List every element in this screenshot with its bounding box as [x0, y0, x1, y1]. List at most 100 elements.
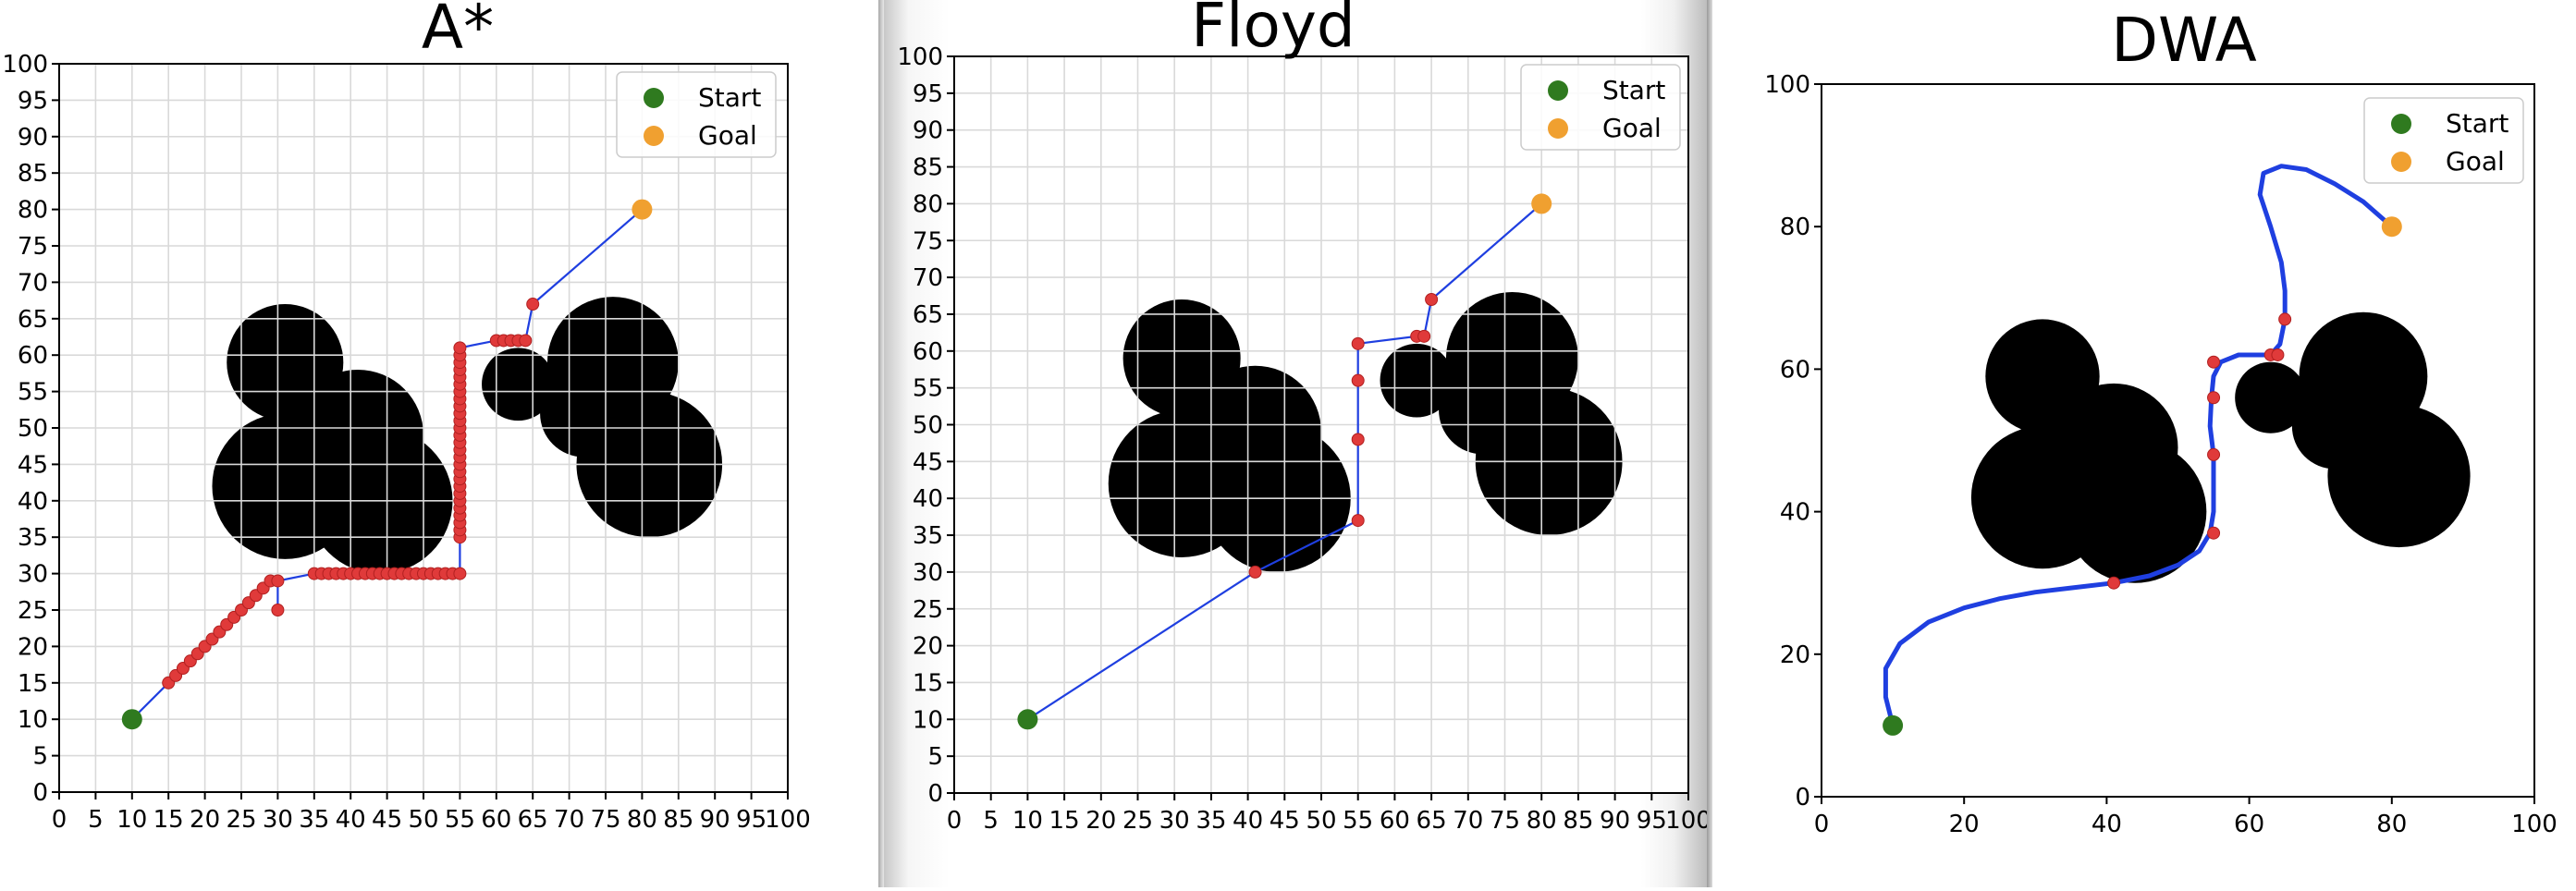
y-tick-label: 35 — [913, 522, 943, 550]
x-tick-label: 60 — [1380, 807, 1410, 835]
legend-start-marker — [2391, 114, 2411, 134]
waypoint-marker — [2207, 391, 2221, 405]
start-marker — [1883, 714, 1904, 736]
x-tick-label: 90 — [1600, 807, 1630, 835]
dwa-panel: 0 20 40 60 80 100 0 20 40 60 80 100 DWA Start Goal — [1712, 0, 2576, 887]
x-tick-label: 85 — [1563, 807, 1593, 835]
y-tick-label: 55 — [913, 375, 943, 403]
legend-label: Goal — [1602, 113, 1662, 143]
x-tick-label: 100 — [765, 806, 811, 834]
left-divider — [878, 0, 884, 887]
y-tick-label: 85 — [913, 154, 943, 182]
y-tick-label: 75 — [913, 227, 943, 255]
y-tick-label: 40 — [913, 485, 943, 513]
y-tick-label: 100 — [2, 51, 48, 79]
goal-marker — [1531, 193, 1552, 214]
y-tick-label: 80 — [18, 197, 48, 225]
y-tick-label: 15 — [913, 669, 943, 697]
legend-start-marker — [644, 88, 664, 108]
y-tick-label: 25 — [18, 597, 48, 625]
x-tick-label: 70 — [554, 806, 584, 834]
x-tick-label: 25 — [226, 806, 256, 834]
x-tick-label: 15 — [153, 806, 184, 834]
legend-goal-marker — [1548, 118, 1568, 139]
y-tick-label: 70 — [18, 269, 48, 297]
obstacle-circle — [482, 348, 555, 421]
y-tick-label: 85 — [18, 160, 48, 188]
astar-chart: 0 5 10 15 20 25 30 35 40 45 50 55 60 65 70 75 80 85 90 9510… — [2, 0, 811, 834]
x-tick-label: 0 — [947, 807, 963, 835]
y-tick-label: 65 — [913, 301, 943, 329]
legend-label: Start — [698, 82, 761, 113]
y-tick-label: 30 — [18, 561, 48, 589]
x-tick-label: 15 — [1049, 807, 1080, 835]
waypoint-marker — [453, 341, 467, 355]
right-divider — [1707, 0, 1712, 887]
x-tick-label: 30 — [263, 806, 293, 834]
x-tick-label: 60 — [2234, 811, 2264, 838]
dwa-chart: 0 20 40 60 80 100 0 20 40 60 80 100 DWA Start Goal — [1764, 5, 2557, 838]
x-tick-label: 30 — [1159, 807, 1190, 835]
y-tick-label: 40 — [1780, 499, 1810, 527]
waypoint-marker — [526, 298, 540, 311]
y-tick-label: 5 — [927, 743, 943, 771]
y-tick-label: 0 — [927, 780, 943, 808]
waypoint-marker — [2278, 312, 2292, 326]
x-tick-label: 0 — [52, 806, 67, 834]
y-tick-label: 95 — [18, 87, 48, 115]
obstacle-circle — [2327, 404, 2471, 548]
waypoint-marker — [1351, 514, 1365, 528]
y-tick-label: 95 — [913, 80, 943, 108]
astar-panel: 0 5 10 15 20 25 30 35 40 45 50 55 60 65 70 75 80 85 90 95 10… — [0, 0, 878, 887]
y-tick-label: 100 — [1764, 71, 1810, 99]
goal-marker — [632, 199, 653, 220]
x-tick-label: 40 — [1233, 807, 1263, 835]
y-tick-label: 35 — [18, 524, 48, 552]
waypoint-marker — [1425, 293, 1439, 307]
y-tick-label: 25 — [913, 596, 943, 624]
x-tick-label: 45 — [372, 806, 402, 834]
y-tick-label: 70 — [913, 264, 943, 292]
waypoint-marker — [519, 334, 533, 348]
y-tick-label: 20 — [1780, 641, 1810, 669]
y-tick-label: 10 — [18, 706, 48, 734]
floyd-panel: 0 5 10 15 20 25 30 35 40 45 50 55 60 65 70 75 80 85 90 95 10… — [884, 0, 1711, 887]
x-tick-label: 5 — [88, 806, 104, 834]
x-tick-label: 55 — [1343, 807, 1373, 835]
x-tick-label: 80 — [1527, 807, 1557, 835]
legend-label: Goal — [2446, 146, 2505, 177]
y-tick-label: 50 — [18, 415, 48, 443]
chart-title: DWA — [2111, 5, 2257, 76]
y-tick-label: 60 — [913, 338, 943, 366]
x-tick-label: 5 — [983, 807, 999, 835]
y-tick-label: 20 — [18, 633, 48, 661]
x-tick-label: 60 — [481, 806, 511, 834]
floyd-chart: 0 5 10 15 20 25 30 35 40 45 50 55 60 65 70 75 80 85 90 9510… — [897, 0, 1711, 835]
y-tick-label: 60 — [1780, 356, 1810, 384]
y-tick-label: 0 — [1795, 784, 1810, 812]
x-tick-label: 65 — [518, 806, 548, 834]
x-tick-label: 90 — [700, 806, 730, 834]
x-tick-label: 80 — [2376, 811, 2407, 838]
x-tick-label: 85 — [663, 806, 693, 834]
x-tick-label: 45 — [1270, 807, 1300, 835]
legend-label: Start — [1602, 75, 1665, 105]
axes-frame — [1821, 83, 2535, 798]
x-tick-label: 50 — [1306, 807, 1336, 835]
x-tick-label: 10 — [1012, 807, 1043, 835]
waypoint-marker — [2107, 576, 2121, 590]
x-tick-label: 70 — [1453, 807, 1483, 835]
x-tick-label: 95 — [736, 806, 767, 834]
y-tick-label: 75 — [18, 233, 48, 261]
x-tick-label: 75 — [1490, 807, 1520, 835]
y-tick-label: 55 — [18, 379, 48, 407]
y-tick-label: 90 — [913, 117, 943, 145]
legend-goal-marker — [2391, 152, 2411, 172]
y-tick-label: 90 — [18, 124, 48, 152]
x-tick-label: 35 — [299, 806, 329, 834]
x-tick-label: 20 — [1949, 811, 1980, 838]
legend-label: Start — [2446, 108, 2509, 139]
x-tick-label: 75 — [590, 806, 620, 834]
waypoint-marker — [1351, 336, 1365, 350]
y-tick-label: 100 — [897, 43, 943, 71]
